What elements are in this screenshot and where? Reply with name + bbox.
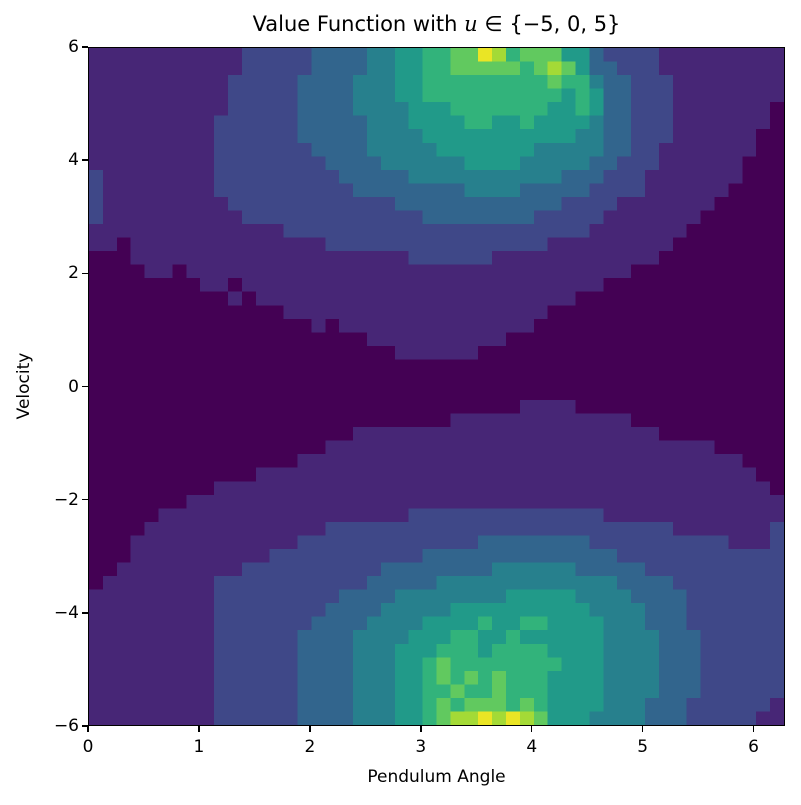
y-tick-mark xyxy=(82,498,88,501)
x-tick-label: 0 xyxy=(82,737,94,757)
x-axis-label: Pendulum Angle xyxy=(367,767,506,787)
y-tick-label: 2 xyxy=(68,263,79,284)
y-tick-mark xyxy=(82,385,88,388)
x-tick-mark xyxy=(420,726,422,732)
x-tick-label: 2 xyxy=(304,737,316,757)
y-tick-label: −4 xyxy=(53,602,79,623)
y-axis-label: Velocity xyxy=(14,352,34,420)
x-tick-mark xyxy=(641,726,644,732)
y-tick-mark xyxy=(82,46,88,48)
y-tick-label: 4 xyxy=(68,150,79,171)
heatmap-plot-area xyxy=(88,47,785,726)
x-tick-mark xyxy=(87,726,89,732)
x-tick-mark xyxy=(309,726,311,732)
y-tick-mark xyxy=(82,612,88,614)
y-tick-label: 0 xyxy=(68,376,79,397)
title-prefix: Value Function with xyxy=(252,12,465,36)
title-suffix: ∈ {−5, 0, 5} xyxy=(477,12,621,36)
y-tick-mark xyxy=(82,159,88,161)
title-math-variable: u xyxy=(464,12,478,36)
x-tick-label: 1 xyxy=(193,737,205,757)
x-tick-label: 3 xyxy=(415,737,427,757)
y-tick-mark xyxy=(82,725,88,727)
x-tick-label: 5 xyxy=(637,737,649,757)
x-tick-mark xyxy=(752,726,755,732)
y-tick-label: −2 xyxy=(53,489,79,510)
x-tick-mark xyxy=(530,726,533,732)
chart-title: Value Function with u ∈ {−5, 0, 5} xyxy=(88,12,785,36)
x-tick-label: 6 xyxy=(748,737,760,757)
y-tick-label: −6 xyxy=(53,716,79,736)
y-tick-mark xyxy=(82,272,88,275)
value-function-heatmap xyxy=(89,48,784,725)
x-tick-label: 4 xyxy=(526,737,538,757)
x-tick-mark xyxy=(198,726,200,732)
y-tick-label: 6 xyxy=(68,37,79,57)
